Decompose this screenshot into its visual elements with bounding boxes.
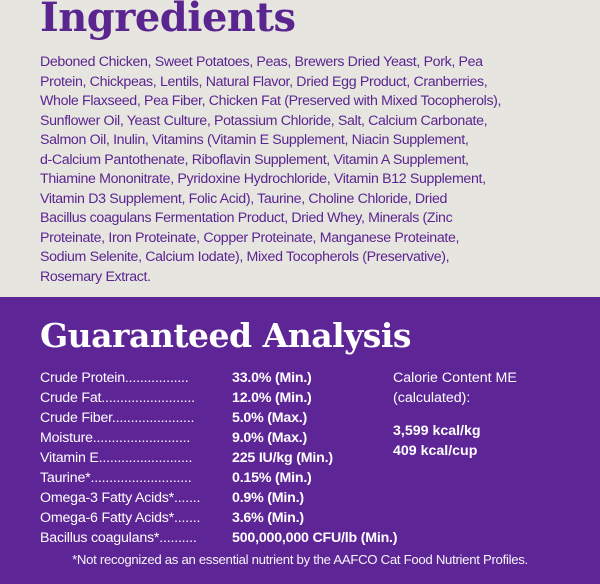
ingredients-section: [0, 0, 600, 297]
nutrient-value: 9.0% (Max.): [232, 430, 308, 446]
nutrient-value: 0.15% (Min.): [232, 470, 312, 486]
nutrient-label: Moisture..........................: [40, 430, 191, 446]
nutrient-value: 5.0% (Max.): [232, 410, 308, 426]
nutrient-label: Vitamin E.........................: [40, 450, 193, 466]
ingredients-line: Rosemary Extract.: [40, 268, 151, 285]
nutrient-label: Taurine*...........................: [40, 470, 192, 486]
nutrient-value: 33.0% (Min.): [232, 370, 312, 386]
nutrient-label: Crude Protein.................: [40, 370, 189, 386]
ingredients-list: Deboned Chicken, Sweet Potatoes, Peas, B…: [40, 53, 502, 287]
ingredients-line: Deboned Chicken, Sweet Potatoes, Peas, B…: [40, 54, 483, 70]
ingredients-line: Proteinate, Iron Proteinate, Copper Prot…: [40, 229, 460, 246]
calorie-per-cup: 409 kcal/cup: [393, 443, 478, 459]
calorie-heading: Calorie Content ME: [393, 370, 517, 386]
calorie-subheading: (calculated):: [393, 390, 471, 406]
ingredients-line: Protein, Chickpeas, Lentils, Natural Fla…: [40, 73, 488, 90]
nutrient-value: 225 IU/kg (Min.): [232, 450, 333, 466]
ingredients-line: Vitamin D3 Supplement, Folic Acid), Taur…: [40, 190, 448, 207]
calorie-per-kg: 3,599 kcal/kg: [393, 423, 481, 439]
footnote: *Not recognized as an essential nutrient…: [72, 552, 528, 567]
nutrient-value: 3.6% (Min.): [232, 510, 304, 526]
analysis-title: Guaranteed Analysis: [40, 316, 412, 355]
ingredients-line: Bacillus coagulans Fermentation Product,…: [40, 210, 453, 226]
nutrient-value: 0.9% (Min.): [232, 490, 304, 506]
ingredients-line: Salmon Oil, Inulin, Vitamins (Vitamin E …: [40, 132, 469, 148]
ingredients-line: Sodium Selenite, Calcium Iodate), Mixed …: [40, 249, 450, 265]
ingredients-line: Whole Flaxseed, Pea Fiber, Chicken Fat (…: [40, 93, 502, 109]
nutrient-label: Crude Fiber......................: [40, 410, 195, 426]
nutrient-label: Crude Fat.........................: [40, 390, 195, 406]
nutrient-label: Omega-6 Fatty Acids*.......: [40, 510, 201, 526]
nutrient-label: Bacillus coagulans*..........: [40, 530, 197, 546]
ingredients-line: Thiamine Mononitrate, Pyridoxine Hydroch…: [40, 171, 486, 187]
analysis-section: [0, 297, 600, 584]
ingredients-line: d-Calcium Pantothenate, Riboflavin Suppl…: [40, 151, 469, 168]
nutrient-label: Omega-3 Fatty Acids*.......: [40, 490, 201, 506]
nutrient-value: 12.0% (Min.): [232, 390, 312, 406]
nutrient-value: 500,000,000 CFU/lb (Min.): [232, 530, 398, 546]
ingredients-line: Sunflower Oil, Yeast Culture, Potassium …: [40, 112, 488, 129]
ingredients-title: Ingredients: [40, 0, 296, 41]
calorie-content: Calorie Content ME (calculated): 3,599 k…: [393, 368, 517, 461]
